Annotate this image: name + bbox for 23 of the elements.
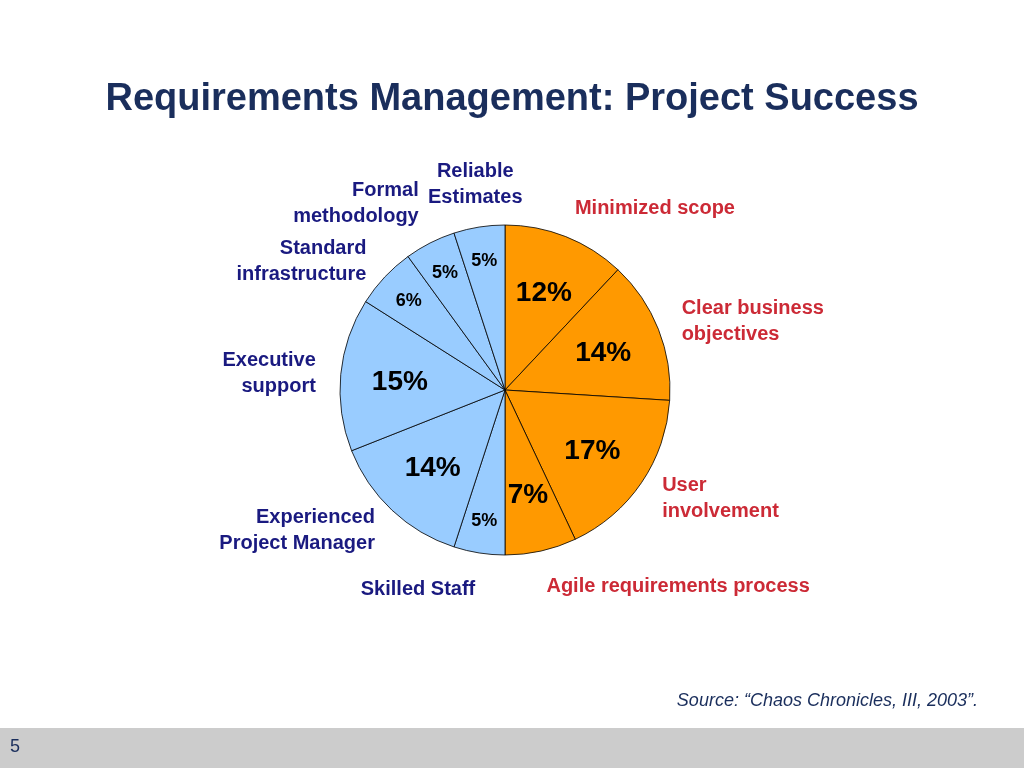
slice-label: Executive support [222, 348, 317, 397]
data-label: 5% [432, 262, 459, 283]
data-label: 12% [515, 276, 572, 308]
text: 5 [10, 736, 21, 757]
slice-label: Clear business objectives [681, 296, 824, 345]
data-label: 6% [395, 289, 422, 310]
slice-label: Experienced Project Manager [219, 504, 376, 553]
data-label: 14% [575, 335, 632, 367]
slice-label: Minimized scope [574, 196, 735, 219]
slice-label: User involvement [662, 472, 780, 521]
data-label: 14% [404, 451, 461, 483]
data-label: 15% [371, 364, 428, 396]
source-note: Source: “Chaos Chronicles, III, 2003”. [676, 690, 978, 711]
data-label: 17% [564, 433, 621, 465]
slice-label: Standard infrastructure [236, 235, 367, 284]
slice-label: Formal methodology [293, 177, 420, 226]
slice-label: Skilled Staff [360, 576, 476, 599]
chart-title: Requirements Management: Project Success [104, 76, 920, 119]
slice-label: Agile requirements process [546, 574, 810, 597]
slice-label: Reliable Estimates [428, 159, 523, 208]
data-label: 5% [471, 249, 498, 270]
data-label: 5% [471, 510, 498, 531]
data-label: 7% [507, 477, 549, 509]
